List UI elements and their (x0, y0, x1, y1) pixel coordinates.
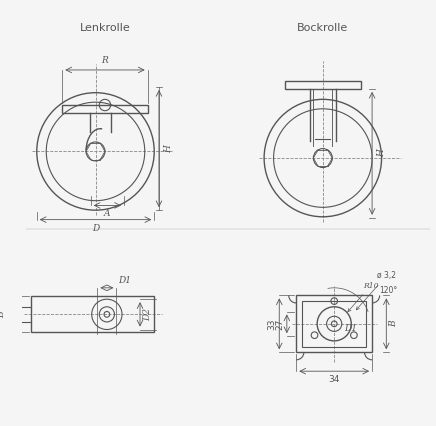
Bar (31, 296, 154, 332)
Text: D: D (92, 225, 99, 233)
Text: D1: D1 (118, 276, 131, 285)
Text: ø 3,2: ø 3,2 (356, 271, 396, 310)
Text: H: H (164, 145, 173, 153)
Text: Lenkrolle: Lenkrolle (80, 23, 130, 33)
Text: R: R (102, 56, 109, 65)
Text: D1: D1 (344, 324, 357, 333)
Text: 27: 27 (275, 318, 284, 330)
Text: A: A (104, 209, 111, 218)
Text: D2: D2 (143, 308, 152, 321)
Text: 33: 33 (267, 318, 276, 330)
Text: H: H (377, 150, 386, 157)
Bar (62, 105, 148, 112)
Text: 120°: 120° (380, 286, 398, 295)
Text: 34: 34 (328, 375, 340, 384)
Bar (302, 301, 366, 347)
Text: R10: R10 (348, 282, 378, 312)
Bar (296, 295, 372, 352)
Text: Bockrolle: Bockrolle (297, 23, 348, 33)
Text: B: B (389, 320, 398, 327)
Text: B: B (0, 311, 7, 318)
Bar (285, 81, 361, 89)
